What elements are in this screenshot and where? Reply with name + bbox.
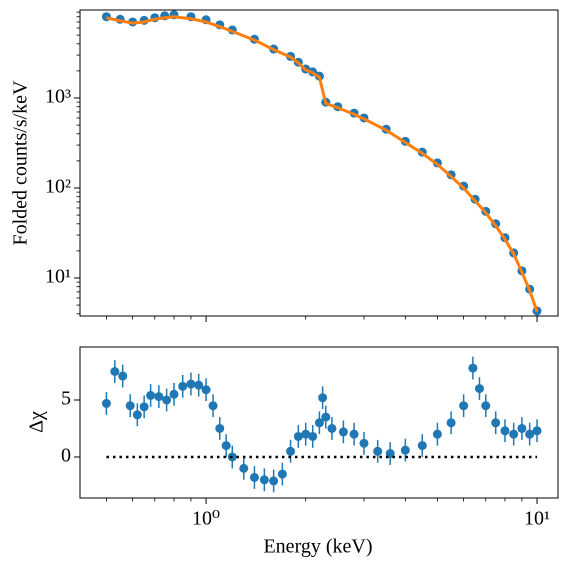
data-point [286,446,296,456]
data-point [139,402,149,412]
data-point [132,410,142,420]
data-point [154,392,164,402]
data-point [293,431,303,441]
x-tick-label: 10¹ [524,508,550,530]
data-point [446,418,456,428]
model-line [106,15,539,313]
y-axis-label: Δχ [26,411,48,433]
data-point [101,398,111,408]
data-point [249,472,259,482]
data-point [201,385,211,395]
y-tick-label: 10³ [45,86,71,108]
data-point [314,418,324,428]
data-point [509,429,519,439]
data-point [349,429,359,439]
data-point [359,438,369,448]
data-point [491,418,501,428]
y-tick-label: 10¹ [45,266,71,288]
data-point [125,401,135,411]
y-tick-label: 0 [61,445,71,467]
data-point [373,446,383,456]
plot-frame [79,346,559,499]
data-point [118,371,128,381]
data-point [308,431,318,441]
data-point [208,401,218,411]
data-point [110,367,120,377]
data-point [301,429,311,439]
y-axis-label: Folded counts/s/keV [10,80,32,246]
x-tick-label: 10⁰ [192,508,220,530]
data-point [517,423,527,433]
data-point [321,412,331,422]
data-point [269,476,279,486]
data-point [221,441,231,451]
data-point [146,390,156,400]
data-point [481,401,491,411]
data-point [417,441,427,451]
data-point [327,423,337,433]
y-tick-label: 5 [61,388,71,410]
data-point [459,401,469,411]
data-point [432,429,442,439]
data-point [178,381,188,391]
data-point [500,426,510,436]
data-point [338,427,348,437]
data-point [169,389,179,399]
x-axis-label: Energy (keV) [263,536,372,558]
data-point [468,363,478,373]
plot-frame [79,9,559,317]
data-point [525,429,535,439]
data-point [532,426,542,436]
data-point [400,445,410,455]
y-tick-label: 10² [45,176,71,198]
data-point [162,395,172,405]
data-point [277,469,287,479]
data-point [474,384,484,394]
data-point [318,393,328,403]
data-point [186,379,196,389]
data-point [194,380,204,390]
data-point [259,475,269,485]
data-point [215,423,225,433]
data-point [239,463,249,473]
